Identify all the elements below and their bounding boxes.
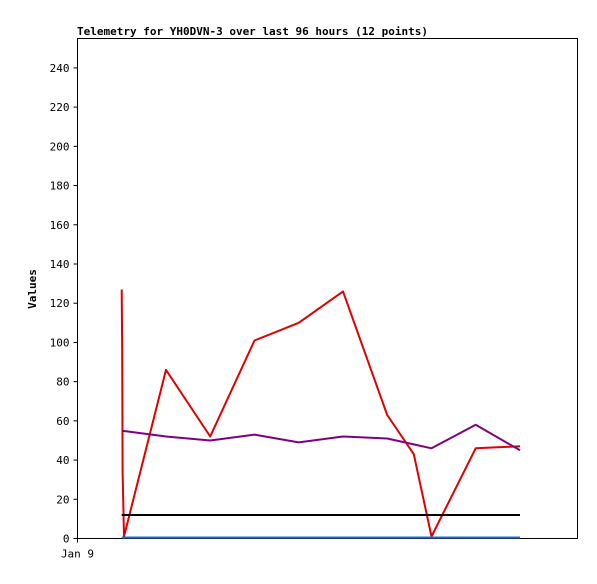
x-tick-label: Jan 9 bbox=[61, 548, 94, 561]
series-line-1 bbox=[120, 289, 521, 538]
y-tick-label: 160 bbox=[50, 219, 70, 232]
y-tick-label: 100 bbox=[50, 336, 70, 349]
y-tick-label: 200 bbox=[50, 140, 70, 153]
y-axis: 0 20 40 60 80 100 120 140 160 180 200 220 240 bbox=[50, 62, 78, 546]
y-tick-label: 60 bbox=[56, 415, 69, 428]
y-tick-label: 120 bbox=[50, 297, 70, 310]
y-tick-label: 180 bbox=[50, 180, 70, 193]
x-axis: Jan 9 bbox=[61, 538, 94, 561]
y-axis-label: Values bbox=[26, 269, 39, 309]
y-tick-label: 80 bbox=[56, 376, 69, 389]
y-tick-label: 240 bbox=[50, 62, 70, 75]
y-tick-label: 220 bbox=[50, 101, 70, 114]
y-tick-label: 20 bbox=[56, 493, 69, 506]
plot-frame bbox=[77, 38, 578, 539]
series-layer bbox=[120, 289, 521, 539]
y-tick-label: 0 bbox=[63, 533, 70, 546]
y-tick-label: 40 bbox=[56, 454, 69, 467]
y-tick-label: 140 bbox=[50, 258, 70, 271]
series-line-2 bbox=[121, 423, 521, 452]
chart-title: Telemetry for YH0DVN-3 over last 96 hour… bbox=[77, 25, 428, 38]
